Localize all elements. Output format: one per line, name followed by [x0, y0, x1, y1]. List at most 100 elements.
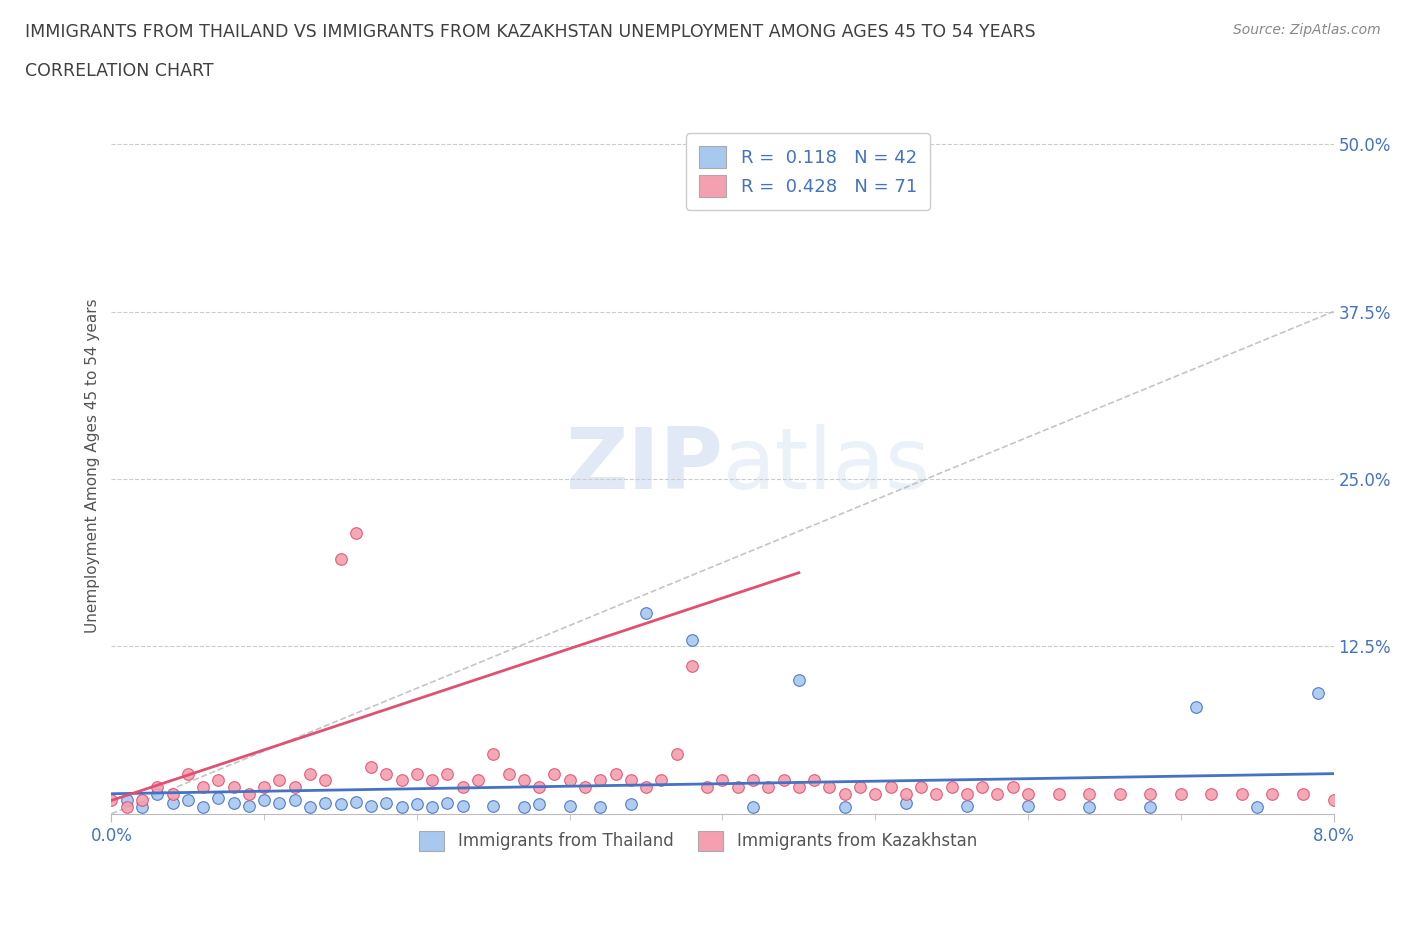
- Point: [620, 797, 643, 812]
- Point: [1201, 786, 1223, 801]
- Point: [681, 659, 703, 674]
- Point: [146, 779, 169, 794]
- Point: [222, 796, 245, 811]
- Point: [727, 779, 749, 794]
- Point: [344, 525, 367, 540]
- Point: [956, 798, 979, 813]
- Point: [849, 779, 872, 794]
- Point: [1308, 685, 1330, 700]
- Point: [650, 773, 672, 788]
- Point: [329, 551, 352, 566]
- Point: [344, 794, 367, 809]
- Point: [527, 797, 550, 812]
- Point: [1001, 779, 1024, 794]
- Point: [451, 798, 474, 813]
- Point: [605, 766, 627, 781]
- Point: [925, 786, 948, 801]
- Point: [636, 605, 658, 620]
- Point: [269, 796, 291, 811]
- Point: [1185, 699, 1208, 714]
- Point: [742, 800, 765, 815]
- Point: [787, 779, 810, 794]
- Point: [1170, 786, 1192, 801]
- Point: [1108, 786, 1130, 801]
- Point: [574, 779, 596, 794]
- Point: [420, 773, 443, 788]
- Point: [131, 800, 153, 815]
- Point: [818, 779, 841, 794]
- Point: [284, 779, 307, 794]
- Point: [420, 800, 443, 815]
- Text: atlas: atlas: [723, 424, 931, 507]
- Point: [253, 779, 276, 794]
- Point: [191, 800, 214, 815]
- Point: [772, 773, 794, 788]
- Point: [329, 797, 352, 812]
- Point: [879, 779, 901, 794]
- Point: [665, 746, 688, 761]
- Point: [513, 800, 536, 815]
- Point: [131, 793, 153, 808]
- Text: CORRELATION CHART: CORRELATION CHART: [25, 62, 214, 80]
- Point: [146, 786, 169, 801]
- Point: [207, 790, 229, 805]
- Point: [1230, 786, 1253, 801]
- Point: [543, 766, 565, 781]
- Point: [558, 773, 581, 788]
- Point: [742, 773, 765, 788]
- Point: [696, 779, 718, 794]
- Point: [162, 796, 184, 811]
- Point: [451, 779, 474, 794]
- Point: [834, 800, 856, 815]
- Point: [803, 773, 825, 788]
- Point: [1322, 793, 1344, 808]
- Point: [513, 773, 536, 788]
- Point: [1017, 798, 1039, 813]
- Point: [269, 773, 291, 788]
- Point: [406, 766, 429, 781]
- Point: [115, 800, 138, 815]
- Point: [1078, 800, 1101, 815]
- Point: [298, 800, 321, 815]
- Point: [589, 773, 612, 788]
- Point: [894, 796, 917, 811]
- Point: [222, 779, 245, 794]
- Text: ZIP: ZIP: [565, 424, 723, 507]
- Point: [558, 798, 581, 813]
- Point: [436, 796, 458, 811]
- Point: [375, 766, 398, 781]
- Point: [162, 786, 184, 801]
- Point: [482, 746, 505, 761]
- Point: [238, 798, 260, 813]
- Point: [253, 793, 276, 808]
- Point: [177, 766, 200, 781]
- Point: [1261, 786, 1284, 801]
- Point: [284, 793, 307, 808]
- Point: [756, 779, 779, 794]
- Point: [1139, 800, 1161, 815]
- Legend: Immigrants from Thailand, Immigrants from Kazakhstan: Immigrants from Thailand, Immigrants fro…: [412, 824, 984, 857]
- Point: [711, 773, 734, 788]
- Point: [1078, 786, 1101, 801]
- Point: [1047, 786, 1070, 801]
- Point: [863, 786, 886, 801]
- Point: [498, 766, 520, 781]
- Point: [100, 793, 122, 808]
- Point: [972, 779, 994, 794]
- Point: [391, 773, 413, 788]
- Point: [482, 798, 505, 813]
- Point: [1017, 786, 1039, 801]
- Point: [298, 766, 321, 781]
- Point: [1292, 786, 1315, 801]
- Point: [620, 773, 643, 788]
- Point: [834, 786, 856, 801]
- Text: Source: ZipAtlas.com: Source: ZipAtlas.com: [1233, 23, 1381, 37]
- Point: [894, 786, 917, 801]
- Point: [956, 786, 979, 801]
- Point: [360, 760, 382, 775]
- Y-axis label: Unemployment Among Ages 45 to 54 years: Unemployment Among Ages 45 to 54 years: [86, 299, 100, 633]
- Point: [681, 632, 703, 647]
- Text: IMMIGRANTS FROM THAILAND VS IMMIGRANTS FROM KAZAKHSTAN UNEMPLOYMENT AMONG AGES 4: IMMIGRANTS FROM THAILAND VS IMMIGRANTS F…: [25, 23, 1036, 41]
- Point: [941, 779, 963, 794]
- Point: [391, 800, 413, 815]
